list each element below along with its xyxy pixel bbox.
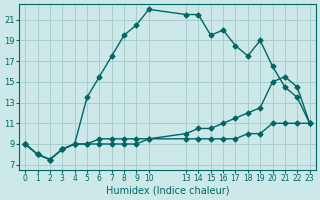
X-axis label: Humidex (Indice chaleur): Humidex (Indice chaleur) [106, 186, 229, 196]
